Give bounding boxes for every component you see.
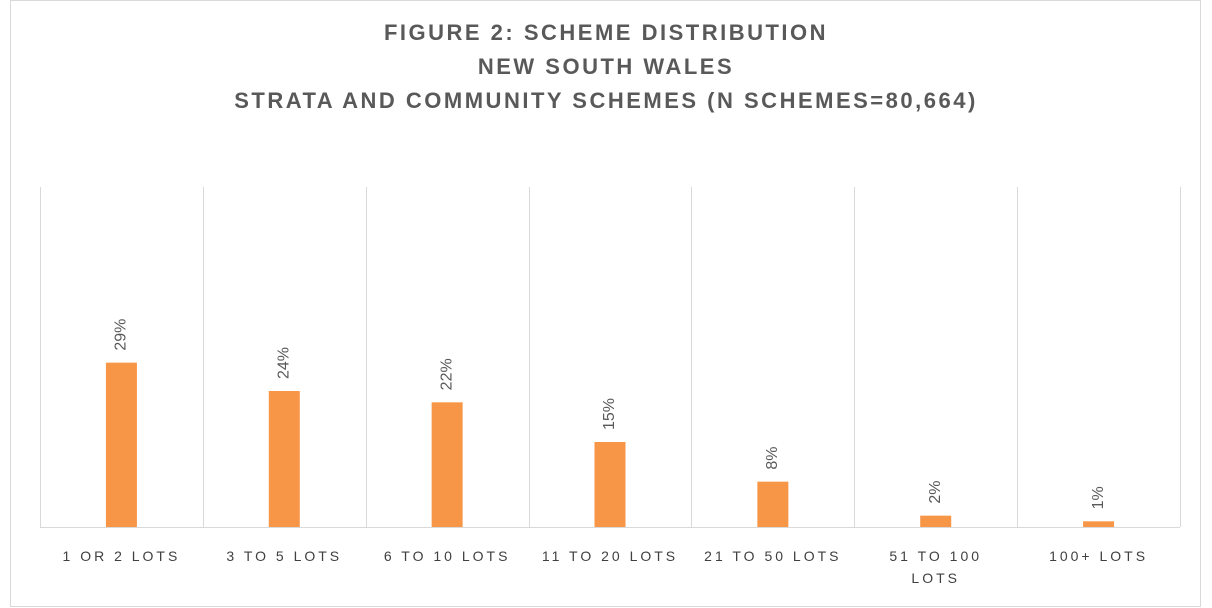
- data-label: 24%: [276, 347, 293, 379]
- bar: [105, 362, 137, 527]
- x-tick-label: 51 TO 100 LOTS: [889, 548, 983, 586]
- bar: [920, 515, 952, 527]
- x-tick-label: 100+ LOTS: [1049, 548, 1149, 564]
- data-label: 22%: [438, 358, 455, 390]
- bar: [594, 442, 626, 527]
- data-label: 2%: [927, 481, 944, 504]
- data-label: 8%: [764, 447, 781, 470]
- x-tick-label: 3 TO 5 LOTS: [226, 548, 343, 564]
- x-tick-label: 21 TO 50 LOTS: [704, 548, 842, 564]
- chart-title: STRATA AND COMMUNITY SCHEMES (N SCHEMES=…: [234, 88, 978, 113]
- bar: [1083, 521, 1115, 527]
- data-label: 1%: [1090, 486, 1107, 509]
- data-label: 29%: [113, 319, 130, 351]
- x-tick-label: 11 TO 20 LOTS: [541, 548, 679, 564]
- bar: [431, 402, 463, 527]
- bar: [757, 481, 789, 527]
- data-label: 15%: [601, 398, 618, 430]
- x-tick-label: 6 TO 10 LOTS: [383, 548, 511, 564]
- chart-title: FIGURE 2: SCHEME DISTRIBUTION: [384, 20, 828, 45]
- x-tick-label: 1 OR 2 LOTS: [62, 548, 181, 564]
- chart-title: NEW SOUTH WALES: [478, 54, 734, 79]
- bar: [268, 391, 300, 527]
